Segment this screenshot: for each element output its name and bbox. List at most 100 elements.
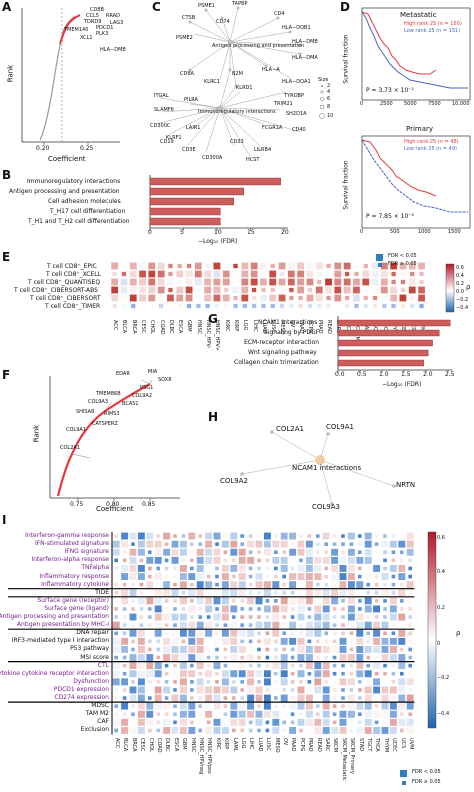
heatmap-col-label: CHOL [149, 320, 156, 334]
heatmap-cell [373, 694, 381, 702]
heatmap-cell [112, 670, 120, 678]
e-cbar-tick: 0.4 [456, 273, 464, 279]
heatmap-cell [221, 637, 229, 645]
heatmap-cell [305, 702, 313, 710]
bar-label: Antigen processing and presentation [9, 188, 120, 195]
heatmap-cell [223, 655, 228, 660]
heatmap-col-label: THCA [374, 737, 381, 752]
heatmap-row-label: TIDE [95, 588, 109, 596]
heatmap-cell [364, 718, 372, 726]
heatmap-cell [205, 581, 213, 589]
heatmap-col-label: ACC [112, 320, 118, 331]
heatmap-cell [248, 615, 253, 619]
heatmap-cell [279, 303, 285, 309]
gene-label: XCL1 [80, 35, 93, 41]
heatmap-col-label: CESC [139, 320, 146, 334]
heatmap-cell [354, 263, 359, 269]
gene-node: LILRB4 [254, 147, 272, 153]
heatmap-cell [274, 671, 278, 676]
heatmap-cell [398, 565, 406, 572]
heatmap-cell [331, 597, 339, 605]
heatmap-cell [173, 688, 177, 692]
heatmap-cell [230, 710, 238, 718]
heatmap-cell [305, 540, 313, 548]
heatmap-cell [154, 556, 162, 564]
heatmap-col-label: DLBC [167, 320, 174, 334]
heatmap-cell [163, 548, 171, 556]
heatmap-cell [363, 295, 369, 301]
heatmap-cell [347, 710, 355, 718]
gene-node: HCST [246, 157, 260, 163]
heatmap-cell [315, 294, 323, 302]
heatmap-cell [230, 565, 238, 572]
heatmap-cell [114, 688, 118, 692]
heatmap-cell [261, 303, 266, 309]
heatmap-cell [274, 696, 278, 700]
bar-label: T_H1 and T_H2 cell differentiation [28, 218, 130, 225]
heatmap-cell [274, 599, 278, 603]
heatmap-cell [305, 694, 313, 702]
heatmap-cell [247, 597, 255, 605]
heatmap-cell [196, 646, 204, 653]
heatmap-cell [198, 615, 202, 619]
heatmap-cell [122, 712, 127, 717]
heatmap-cell [179, 710, 187, 718]
heatmap-row-label: Surface gene (receptor) [37, 596, 109, 604]
heatmap-cell [121, 637, 129, 645]
heatmap-cell [398, 613, 406, 621]
e-cbar-label: ρ [466, 283, 471, 291]
heatmap-cell [157, 262, 165, 270]
gene-label: LAG3 [110, 20, 124, 26]
heatmap-row-label: DNA repair [76, 629, 109, 637]
heatmap-cell [129, 278, 137, 286]
heatmap-cell [339, 589, 347, 597]
heatmap-cell [232, 574, 236, 579]
heatmap-cell [121, 271, 127, 277]
heatmap-cell [324, 582, 328, 587]
heatmap-col-label: ESCA [177, 320, 184, 334]
heatmap-cell [190, 566, 194, 571]
heatmap-cell [257, 558, 261, 563]
heatmap-cell [315, 262, 323, 270]
heatmap-cell [148, 615, 152, 619]
heatmap-cell [381, 646, 389, 653]
heatmap-cell [137, 629, 145, 637]
b-xtick: 5 [180, 229, 184, 236]
heatmap-cell [280, 621, 288, 629]
heatmap-cell [222, 270, 230, 278]
heatmap-cell [316, 582, 320, 587]
heatmap-cell [389, 540, 397, 548]
heatmap-cell [154, 540, 162, 548]
gene-label: TDRD9 [84, 19, 102, 25]
heatmap-cell [154, 597, 162, 605]
heatmap-col-label: READ [315, 737, 322, 752]
heatmap-cell [290, 615, 295, 619]
heatmap-cell [171, 654, 179, 661]
heatmap-cell [314, 597, 322, 605]
heatmap-cell [356, 637, 364, 645]
heatmap-cell [111, 286, 119, 294]
heatmap-cell [383, 558, 387, 563]
km-legend-low: Low rank 25 (n = 151) [404, 28, 461, 34]
heatmap-cell [322, 621, 330, 629]
heatmap-cell [381, 573, 389, 580]
heatmap-cell [241, 270, 249, 278]
heatmap-row-label: Exclusion [80, 726, 109, 734]
heatmap-cell [137, 637, 145, 645]
gene-node: TRIM21 [274, 101, 293, 107]
heatmap-cell [196, 662, 204, 670]
heatmap-cell [297, 262, 305, 270]
heatmap-cell [114, 582, 118, 587]
heatmap-cell [129, 613, 137, 621]
heatmap-cell [255, 718, 263, 726]
heatmap-col-label: BLCA [122, 737, 129, 751]
heatmap-cell [307, 671, 312, 676]
km-title-primary: Primary [406, 125, 434, 133]
heatmap-cell [282, 590, 286, 595]
heatmap-cell [289, 287, 294, 293]
heatmap-cell [122, 671, 127, 676]
gene-label: COL9A1 [66, 427, 86, 433]
heatmap-cell [163, 532, 171, 540]
heatmap-cell [383, 615, 387, 619]
heatmap-cell [247, 686, 255, 694]
